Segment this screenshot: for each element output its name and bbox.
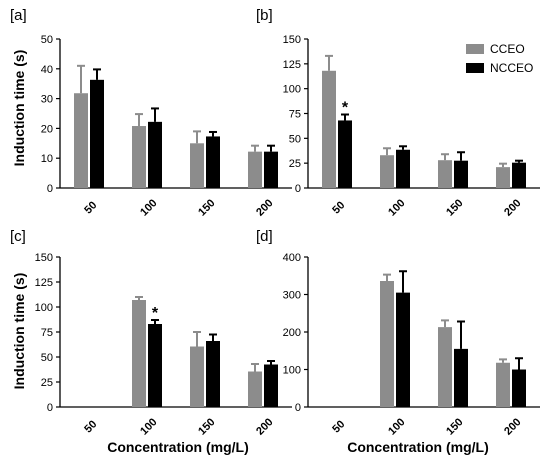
bar-ncceo-50 (338, 120, 352, 188)
panel-label: [a] (10, 7, 27, 24)
chart-panel-2: [b] 0 25 50 75 100 125 150 50 100 150 200 * (256, 7, 540, 219)
x-tick-label: 150 (444, 416, 465, 437)
y-tick-label: 20 (41, 123, 53, 135)
x-tick-label: 100 (138, 416, 159, 437)
y-tick-label: 0 (47, 183, 53, 195)
bar-ncceo-200 (264, 151, 278, 188)
panel-label: [c] (10, 228, 26, 245)
x-tick-label: 100 (386, 416, 407, 437)
bar-ncceo-150 (454, 348, 468, 407)
y-tick-label: 40 (41, 64, 53, 76)
bar-ncceo-200 (264, 364, 278, 407)
y-tick-label: 100 (283, 84, 301, 96)
significance-star: * (152, 305, 159, 322)
y-tick-label: 0 (47, 402, 53, 414)
bar-ncceo-100 (396, 292, 410, 407)
legend-label-ncceo: NCCEO (490, 61, 533, 75)
bar-ncceo-100 (148, 121, 162, 188)
bar-cceo-200 (248, 371, 262, 407)
panel-label: [b] (256, 7, 273, 24)
y-axis-title-top: Induction time (s) (11, 50, 27, 167)
chart-panel-1: [a] 0 10 20 30 40 50 50 100 150 200 (10, 7, 292, 219)
bar-ncceo-150 (206, 136, 220, 188)
y-tick-label: 125 (283, 59, 301, 71)
bar-ncceo-200 (512, 369, 526, 407)
y-tick-label: 200 (283, 327, 301, 339)
x-tick-label: 50 (82, 199, 99, 216)
y-axis-title-bottom: Induction time (s) (11, 273, 27, 390)
y-tick-label: 25 (41, 377, 53, 389)
bar-ncceo-50 (90, 79, 104, 188)
bar-cceo-150 (438, 327, 452, 407)
panel-label: [d] (256, 228, 273, 245)
bar-cceo-200 (496, 362, 510, 407)
y-tick-label: 400 (283, 252, 301, 264)
bar-cceo-200 (496, 167, 510, 188)
y-tick-label: 150 (283, 34, 301, 46)
y-tick-label: 50 (289, 133, 301, 145)
bar-cceo-100 (380, 281, 394, 407)
x-tick-label: 100 (386, 197, 407, 218)
legend-label-cceo: CCEO (490, 42, 525, 56)
bar-cceo-50 (74, 93, 88, 188)
bar-cceo-100 (132, 300, 146, 407)
x-tick-label: 100 (138, 197, 159, 218)
legend-swatch-ncceo (466, 63, 484, 73)
bar-cceo-150 (190, 346, 204, 407)
x-tick-label: 50 (82, 418, 99, 435)
x-tick-label: 150 (196, 197, 217, 218)
bar-cceo-50 (322, 70, 336, 188)
bar-ncceo-150 (454, 160, 468, 188)
x-axis-title-left: Concentration (mg/L) (107, 439, 249, 455)
bar-cceo-200 (248, 151, 262, 188)
x-tick-label: 150 (196, 416, 217, 437)
legend-swatch-cceo (466, 44, 484, 54)
y-tick-label: 125 (35, 277, 53, 289)
bar-cceo-150 (438, 160, 452, 188)
chart-panel-3: [c] 0 25 50 75 100 125 150 50 100 150 200 * (10, 228, 292, 438)
y-tick-label: 0 (295, 183, 301, 195)
x-tick-label: 50 (330, 199, 347, 216)
x-tick-label: 200 (254, 197, 275, 218)
bar-cceo-100 (132, 126, 146, 188)
bar-ncceo-100 (396, 149, 410, 188)
bar-cceo-100 (380, 155, 394, 188)
x-tick-label: 200 (502, 197, 523, 218)
y-tick-label: 50 (41, 34, 53, 46)
bar-ncceo-100 (148, 324, 162, 407)
y-tick-label: 75 (41, 327, 53, 339)
legend: CCEO NCCEO (466, 42, 533, 75)
x-tick-label: 200 (502, 416, 523, 437)
y-tick-label: 100 (35, 302, 53, 314)
y-tick-label: 10 (41, 153, 53, 165)
x-tick-label: 50 (330, 418, 347, 435)
y-tick-label: 150 (35, 252, 53, 264)
y-tick-label: 50 (41, 352, 53, 364)
y-tick-label: 300 (283, 290, 301, 302)
y-tick-label: 25 (289, 158, 301, 170)
panels: [a] 0 10 20 30 40 50 50 100 150 200 [b] 0 25 50 75 100 12… (10, 7, 540, 438)
significance-star: * (342, 99, 349, 116)
y-tick-label: 0 (295, 402, 301, 414)
bar-cceo-150 (190, 143, 204, 188)
x-axis-title-right: Concentration (mg/L) (347, 439, 489, 455)
bar-ncceo-150 (206, 341, 220, 407)
y-tick-label: 100 (283, 365, 301, 377)
bar-ncceo-200 (512, 162, 526, 188)
x-tick-label: 200 (254, 416, 275, 437)
y-tick-label: 30 (41, 94, 53, 106)
y-tick-label: 75 (289, 109, 301, 121)
chart-panel-4: [d] 0 100 200 300 400 50 100 150 200 (256, 228, 540, 438)
x-tick-label: 150 (444, 197, 465, 218)
